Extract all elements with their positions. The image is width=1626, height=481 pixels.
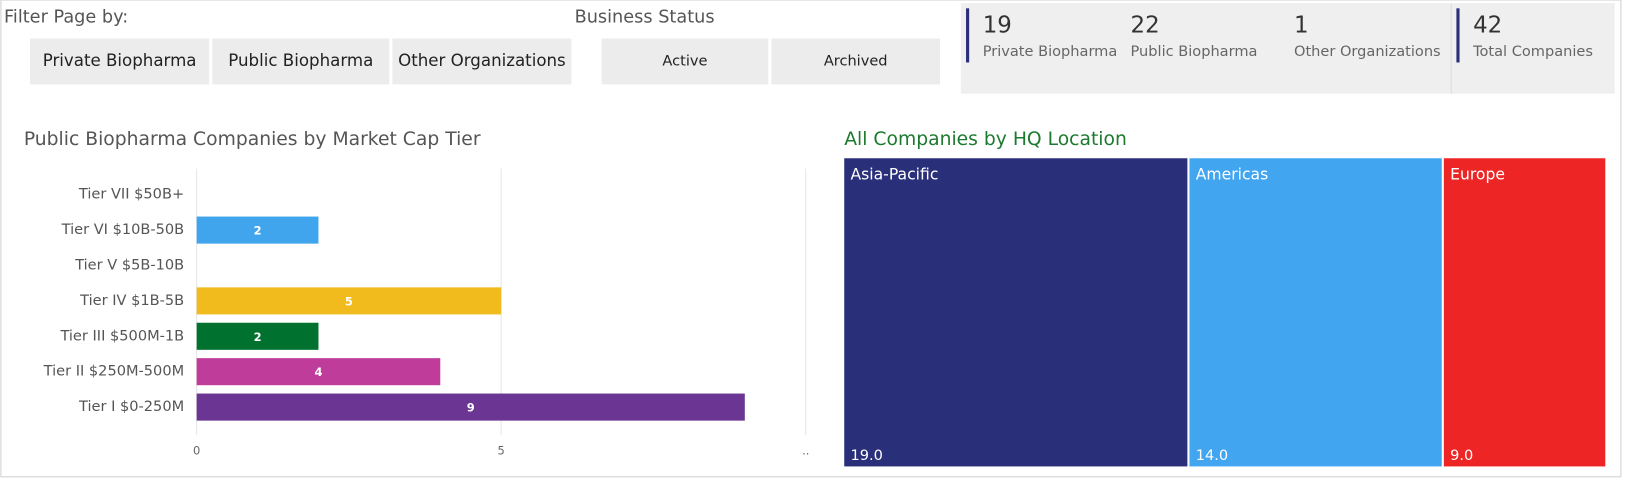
bar <box>196 287 502 315</box>
data-label: 2 <box>254 224 262 238</box>
card-value: 42 <box>1473 13 1502 39</box>
bar <box>196 322 319 350</box>
button-bg[interactable] <box>212 38 390 85</box>
y-tick-label: Tier V $5B-10B <box>74 256 184 273</box>
tile-value: 19.0 <box>850 447 882 464</box>
filter-button[interactable]: Active <box>601 38 769 85</box>
treemap-tile <box>1189 158 1442 467</box>
data-label: 9 <box>467 401 475 415</box>
button-label[interactable]: Archived <box>824 52 888 69</box>
filter-label: Filter Page by: <box>4 8 128 28</box>
card-label: Private Biopharma <box>983 43 1118 60</box>
filter-button[interactable]: Private Biopharma <box>30 38 210 85</box>
button-label[interactable]: Other Organizations <box>398 51 566 70</box>
card-value: 1 <box>1294 13 1309 39</box>
treemap-tile <box>844 158 1188 467</box>
filter-button[interactable]: Other Organizations <box>392 38 572 85</box>
x-tick-label: 5 <box>498 443 505 457</box>
treemap-tile <box>1443 158 1606 467</box>
button-label[interactable]: Public Biopharma <box>228 51 373 70</box>
button-label[interactable]: Private Biopharma <box>43 51 197 70</box>
button-bg[interactable] <box>771 38 941 85</box>
button-label[interactable]: Active <box>662 52 707 69</box>
y-tick-label: Tier VII $50B+ <box>78 186 184 203</box>
tile-label: Europe <box>1450 165 1505 183</box>
card-label: Other Organizations <box>1294 43 1441 60</box>
data-label: 2 <box>254 330 262 344</box>
card-value: 19 <box>983 13 1012 39</box>
filter-button[interactable]: Archived <box>771 38 941 85</box>
y-tick-label: Tier I $0-250M <box>78 398 184 415</box>
tile-value: 14.0 <box>1196 447 1228 464</box>
y-tick-label: Tier III $500M-1B <box>59 327 184 344</box>
bar <box>196 358 441 386</box>
y-tick-label: Tier VI $10B-50B <box>61 221 185 238</box>
button-bg[interactable] <box>30 38 210 85</box>
x-tick-label: 0 <box>193 443 200 457</box>
card-accent <box>1456 8 1460 63</box>
bar-chart-title: Public Biopharma Companies by Market Cap… <box>24 129 481 150</box>
card-value: 22 <box>1131 13 1160 39</box>
card-label: Public Biopharma <box>1131 43 1258 60</box>
bar <box>196 216 319 244</box>
tile-value: 9.0 <box>1450 447 1473 464</box>
data-label: 5 <box>345 294 353 308</box>
bar <box>196 393 745 421</box>
y-tick-label: Tier II $250M-500M <box>43 363 185 380</box>
treemap-title: All Companies by HQ Location <box>844 129 1127 150</box>
data-label: 4 <box>314 365 322 379</box>
card-panel <box>960 3 1615 94</box>
card-label: Total Companies <box>1472 43 1593 60</box>
x-tick-label: .. <box>802 443 809 457</box>
filter-button[interactable]: Public Biopharma <box>212 38 390 85</box>
tile-label: Americas <box>1196 165 1269 183</box>
status-label: Business Status <box>575 8 715 28</box>
card-accent <box>966 8 970 63</box>
button-bg[interactable] <box>392 38 572 85</box>
button-bg[interactable] <box>601 38 769 85</box>
tile-label: Asia-Pacific <box>850 165 938 183</box>
y-tick-label: Tier IV $1B-5B <box>79 292 184 309</box>
